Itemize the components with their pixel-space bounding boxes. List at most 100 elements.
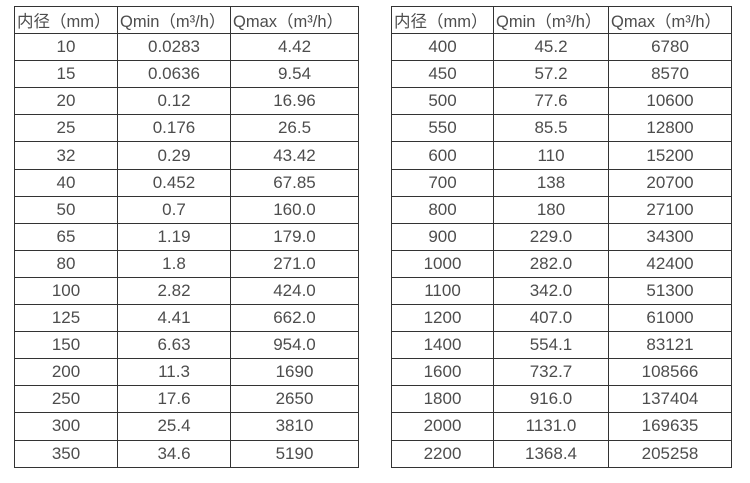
table-cell: 61000: [608, 304, 732, 333]
table-cell: 110: [493, 141, 609, 170]
table-cell: 8570: [608, 60, 732, 89]
table-cell: 6.63: [117, 331, 231, 360]
table-cell: 83121: [608, 331, 732, 360]
table-cell: 0.29: [117, 141, 231, 170]
table-row: 550 85.5 12800: [391, 114, 732, 143]
table-row: 2200 1368.4 205258: [391, 439, 732, 468]
table-cell: 0.176: [117, 114, 231, 143]
table-cell: 0.452: [117, 168, 231, 197]
table-cell: 160.0: [230, 195, 359, 224]
flow-table-large-body: 400 45.2 6780 450 57.2 8570 500 77.6 10600 550 85.…: [391, 33, 732, 468]
table-row: 1000 282.0 42400: [391, 249, 732, 278]
table-cell: 51300: [608, 276, 732, 306]
table-cell: 11.3: [117, 358, 231, 387]
table-row: 1600 732.7 108566: [391, 358, 732, 387]
table-row: 1800 916.0 137404: [391, 385, 732, 414]
table-cell: 34.6: [117, 439, 231, 468]
table-cell: 40: [14, 168, 118, 197]
table-cell: 500: [391, 87, 494, 116]
table-cell: 1600: [391, 358, 494, 387]
table-cell: 12800: [608, 114, 732, 143]
table-cell: 2200: [391, 439, 494, 468]
table-cell: 916.0: [493, 385, 609, 414]
table-cell: 77.6: [493, 87, 609, 116]
table-row: 100 2.82 424.0: [14, 276, 359, 306]
table-cell: 50: [14, 195, 118, 224]
col-header-qmax: Qmax（m³/h）: [230, 5, 359, 35]
table-cell: 342.0: [493, 276, 609, 306]
table-cell: 27100: [608, 195, 732, 224]
table-cell: 554.1: [493, 331, 609, 360]
table-cell: 4.42: [230, 33, 359, 62]
table-cell: 26.5: [230, 114, 359, 143]
table-row: 600 110 15200: [391, 141, 732, 170]
table-cell: 0.12: [117, 87, 231, 116]
table-row: 80 1.8 271.0: [14, 249, 359, 278]
header-row: 内径（mm） Qmin（m³/h） Qmax（m³/h）: [391, 5, 732, 35]
table-cell: 10: [14, 33, 118, 62]
table-cell: 150: [14, 331, 118, 360]
table-cell: 1400: [391, 331, 494, 360]
col-header-qmin: Qmin（m³/h）: [117, 5, 231, 35]
table-cell: 10600: [608, 87, 732, 116]
table-row: 300 25.4 3810: [14, 412, 359, 441]
table-cell: 85.5: [493, 114, 609, 143]
table-cell: 80: [14, 249, 118, 278]
table-cell: 954.0: [230, 331, 359, 360]
table-cell: 350: [14, 439, 118, 468]
table-row: 400 45.2 6780: [391, 33, 732, 62]
table-row: 500 77.6 10600: [391, 87, 732, 116]
table-cell: 15: [14, 60, 118, 89]
table-cell: 125: [14, 304, 118, 333]
table-cell: 4.41: [117, 304, 231, 333]
table-cell: 0.0283: [117, 33, 231, 62]
header-row: 内径（mm） Qmin（m³/h） Qmax（m³/h）: [14, 5, 359, 35]
table-cell: 1800: [391, 385, 494, 414]
table-cell: 25: [14, 114, 118, 143]
table-cell: 0.0636: [117, 60, 231, 89]
table-row: 350 34.6 5190: [14, 439, 359, 468]
table-cell: 16.96: [230, 87, 359, 116]
table-cell: 43.42: [230, 141, 359, 170]
flow-table-small-diameters: 内径（mm） Qmin（m³/h） Qmax（m³/h） 10 0.0283 4.4…: [14, 5, 359, 468]
table-row: 1400 554.1 83121: [391, 331, 732, 360]
table-cell: 900: [391, 222, 494, 251]
table-cell: 1.8: [117, 249, 231, 278]
table-cell: 34300: [608, 222, 732, 251]
table-cell: 6780: [608, 33, 732, 62]
table-row: 450 57.2 8570: [391, 60, 732, 89]
table-cell: 3810: [230, 412, 359, 441]
table-cell: 1690: [230, 358, 359, 387]
table-row: 250 17.6 2650: [14, 385, 359, 414]
table-row: 20 0.12 16.96: [14, 87, 359, 116]
table-cell: 1368.4: [493, 439, 609, 468]
table-row: 65 1.19 179.0: [14, 222, 359, 251]
table-row: 125 4.41 662.0: [14, 304, 359, 333]
table-cell: 250: [14, 385, 118, 414]
table-row: 40 0.452 67.85: [14, 168, 359, 197]
table-row: 2000 1131.0 169635: [391, 412, 732, 441]
table-cell: 65: [14, 222, 118, 251]
table-cell: 700: [391, 168, 494, 197]
table-cell: 32: [14, 141, 118, 170]
table-row: 150 6.63 954.0: [14, 331, 359, 360]
table-cell: 180: [493, 195, 609, 224]
table-cell: 229.0: [493, 222, 609, 251]
table-row: 15 0.0636 9.54: [14, 60, 359, 89]
table-cell: 5190: [230, 439, 359, 468]
table-cell: 45.2: [493, 33, 609, 62]
table-cell: 1.19: [117, 222, 231, 251]
table-cell: 9.54: [230, 60, 359, 89]
table-row: 25 0.176 26.5: [14, 114, 359, 143]
table-cell: 67.85: [230, 168, 359, 197]
table-cell: 550: [391, 114, 494, 143]
table-cell: 205258: [608, 439, 732, 468]
table-cell: 2650: [230, 385, 359, 414]
table-cell: 800: [391, 195, 494, 224]
table-cell: 2000: [391, 412, 494, 441]
flow-table-large-diameters: 内径（mm） Qmin（m³/h） Qmax（m³/h） 400 45.2 6780…: [391, 5, 732, 468]
col-header-inner-diameter: 内径（mm）: [391, 5, 494, 35]
table-row: 50 0.7 160.0: [14, 195, 359, 224]
table-cell: 1000: [391, 249, 494, 278]
table-cell: 732.7: [493, 358, 609, 387]
